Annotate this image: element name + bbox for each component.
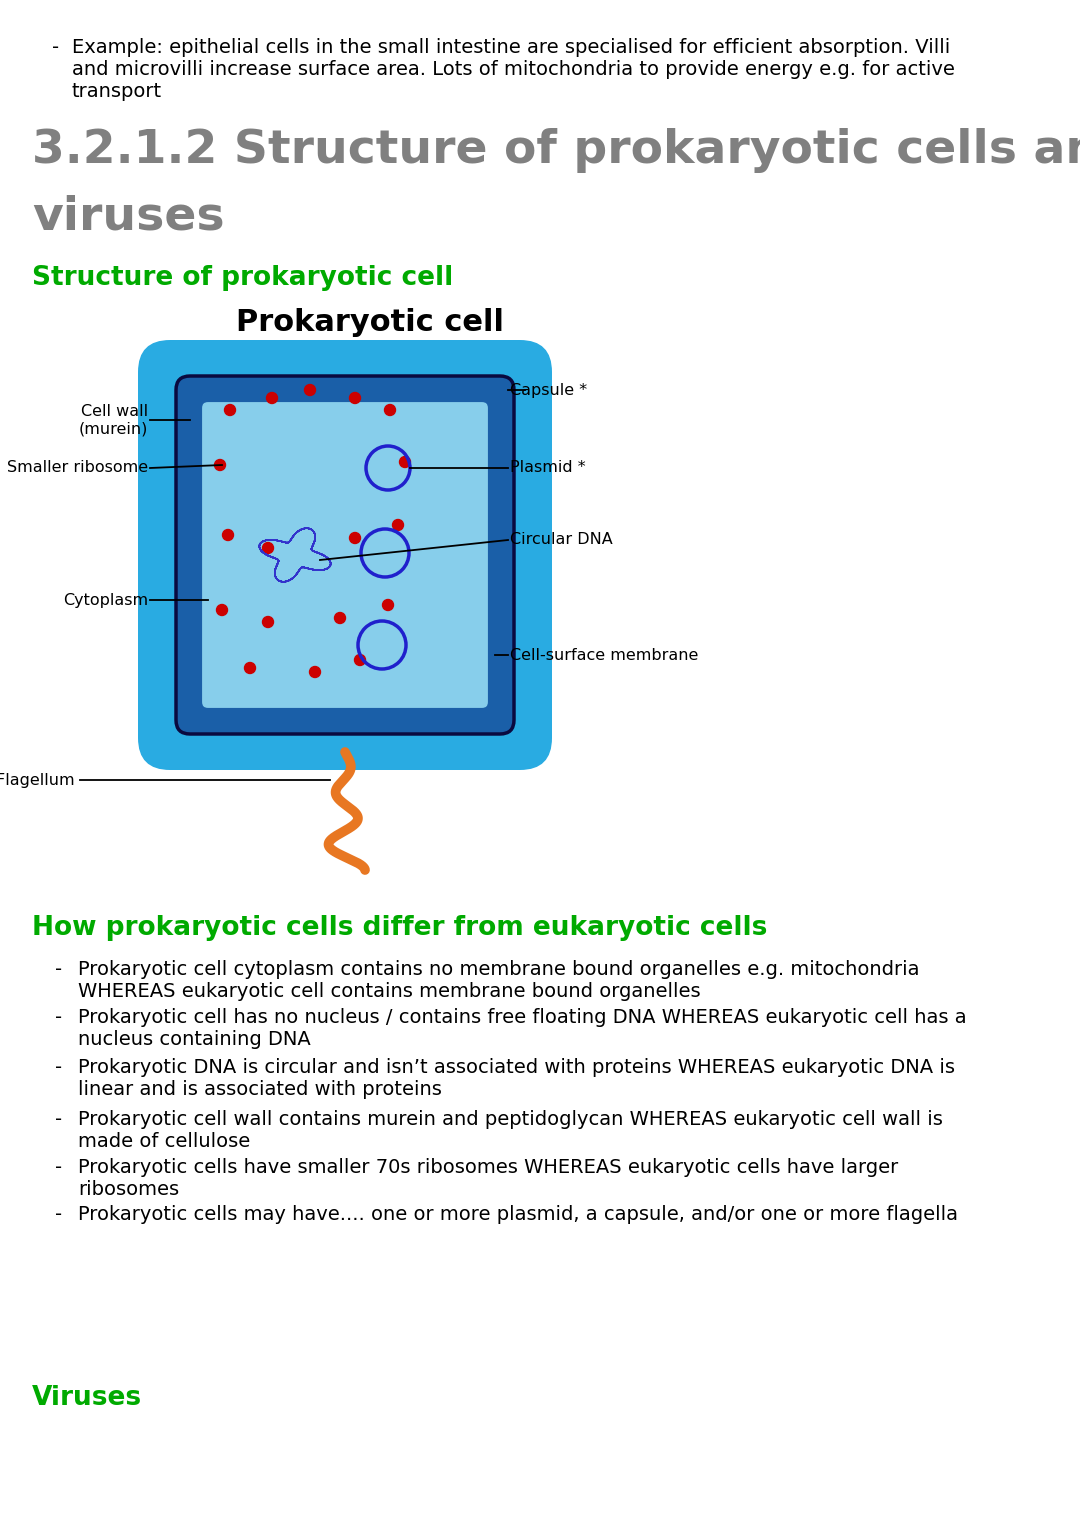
FancyBboxPatch shape: [176, 376, 514, 733]
Circle shape: [262, 616, 273, 628]
Text: -: -: [55, 1008, 63, 1027]
Text: Plasmid *: Plasmid *: [510, 460, 585, 475]
Text: Prokaryotic cell has no nucleus / contains free floating DNA WHEREAS eukaryotic : Prokaryotic cell has no nucleus / contai…: [78, 1008, 967, 1050]
Circle shape: [350, 532, 361, 544]
Circle shape: [225, 405, 235, 416]
Circle shape: [216, 605, 228, 616]
Text: and microvilli increase surface area. Lots of mitochondria to provide energy e.g: and microvilli increase surface area. Lo…: [72, 60, 955, 79]
Text: Cell wall
(murein): Cell wall (murein): [79, 403, 148, 435]
Circle shape: [354, 654, 365, 666]
Text: Circular DNA: Circular DNA: [510, 532, 612, 547]
Text: Cytoplasm: Cytoplasm: [63, 593, 148, 608]
Text: -: -: [55, 960, 63, 979]
Circle shape: [305, 385, 315, 396]
Text: Prokaryotic cells have smaller 70s ribosomes WHEREAS eukaryotic cells have large: Prokaryotic cells have smaller 70s ribos…: [78, 1158, 899, 1199]
Text: How prokaryotic cells differ from eukaryotic cells: How prokaryotic cells differ from eukary…: [32, 915, 768, 941]
Circle shape: [215, 460, 226, 471]
Text: -: -: [55, 1109, 63, 1129]
Text: Example: epithelial cells in the small intestine are specialised for efficient a: Example: epithelial cells in the small i…: [72, 38, 950, 57]
Circle shape: [382, 599, 393, 611]
Circle shape: [335, 613, 346, 623]
Text: Cell-surface membrane: Cell-surface membrane: [510, 648, 699, 663]
Text: -: -: [55, 1057, 63, 1077]
Circle shape: [262, 542, 273, 553]
Text: Smaller ribosome: Smaller ribosome: [6, 460, 148, 475]
Circle shape: [392, 520, 404, 530]
Text: * Flagellum: * Flagellum: [0, 773, 75, 787]
Text: Prokaryotic cell: Prokaryotic cell: [237, 309, 504, 338]
Circle shape: [267, 393, 278, 403]
Text: 3.2.1.2 Structure of prokaryotic cells and of: 3.2.1.2 Structure of prokaryotic cells a…: [32, 128, 1080, 173]
Text: Viruses: Viruses: [32, 1384, 143, 1410]
FancyBboxPatch shape: [200, 400, 490, 711]
Text: Structure of prokaryotic cell: Structure of prokaryotic cell: [32, 264, 454, 290]
Text: Prokaryotic cell cytoplasm contains no membrane bound organelles e.g. mitochondr: Prokaryotic cell cytoplasm contains no m…: [78, 960, 919, 1001]
Circle shape: [222, 530, 233, 541]
Text: Capsule *: Capsule *: [510, 382, 588, 397]
Circle shape: [244, 663, 256, 674]
FancyBboxPatch shape: [138, 341, 552, 770]
Text: viruses: viruses: [32, 196, 225, 240]
Circle shape: [310, 666, 321, 677]
Text: -: -: [55, 1206, 63, 1224]
Text: -: -: [55, 1158, 63, 1177]
Circle shape: [400, 457, 410, 468]
Text: transport: transport: [72, 83, 162, 101]
Text: Prokaryotic cell wall contains murein and peptidoglycan WHEREAS eukaryotic cell : Prokaryotic cell wall contains murein an…: [78, 1109, 943, 1151]
Text: -: -: [52, 38, 59, 57]
Circle shape: [384, 405, 395, 416]
Text: Prokaryotic DNA is circular and isn’t associated with proteins WHEREAS eukaryoti: Prokaryotic DNA is circular and isn’t as…: [78, 1057, 955, 1099]
Text: Prokaryotic cells may have.... one or more plasmid, a capsule, and/or one or mor: Prokaryotic cells may have.... one or mo…: [78, 1206, 958, 1224]
Circle shape: [350, 393, 361, 403]
